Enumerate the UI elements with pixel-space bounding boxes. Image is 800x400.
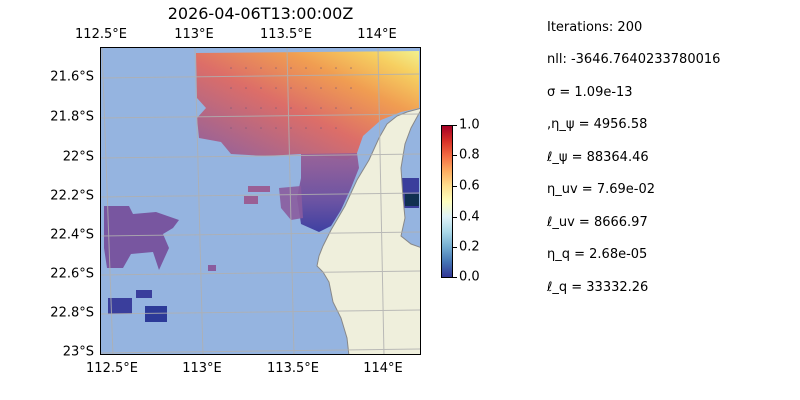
left-tick-label: 22°S — [62, 149, 94, 165]
left-tick-label: 23°S — [62, 344, 94, 360]
top-tick-label: 113°E — [174, 27, 214, 42]
stat-eta-q: η_q = 2.68e-05 — [547, 247, 648, 262]
left-tick-label: 22.4°S — [50, 227, 94, 243]
top-tick-label: 112.5°E — [75, 27, 127, 42]
left-tick-label: 21.8°S — [50, 109, 94, 125]
stat-ell-uv: ℓ_uv = 8666.97 — [547, 215, 648, 230]
colorbar-label: 0.4 — [459, 209, 480, 225]
stat-iterations: Iterations: 200 — [547, 20, 643, 35]
stat-eta-uv: η_uv = 7.69e-02 — [547, 182, 656, 197]
field-patch-east — [405, 194, 419, 206]
bottom-tick-label: 113.5°E — [267, 361, 319, 376]
stat-sigma: σ = 1.09e-13 — [547, 85, 633, 100]
stat-eta-psi: ,η_ψ = 4956.58 — [547, 117, 648, 132]
map-canvas — [101, 48, 420, 354]
field-patch-north — [196, 51, 419, 160]
colorbar-tick — [453, 247, 457, 248]
map-title: 2026-04-06T13:00:00Z — [167, 4, 354, 23]
field-patch-west — [104, 206, 179, 270]
field-patch-coast — [297, 153, 359, 232]
colorbar-label: 0.8 — [459, 147, 480, 163]
field-patch-small — [208, 265, 216, 271]
bottom-tick-label: 113°E — [182, 361, 222, 376]
land — [316, 108, 420, 354]
top-tick-label: 114°E — [357, 27, 397, 42]
bottom-tick-label: 114°E — [363, 361, 403, 376]
colorbar-label: 1.0 — [459, 117, 480, 133]
top-tick-label: 113.5°E — [260, 27, 312, 42]
stat-nll: nll: -3646.7640233780016 — [547, 52, 721, 67]
bottom-tick-label: 112.5°E — [86, 361, 138, 376]
map-panel — [100, 47, 421, 355]
field-patch-south — [136, 290, 152, 298]
vector-field — [230, 67, 352, 129]
map-grid — [101, 48, 420, 354]
colorbar-label: 0.6 — [459, 178, 480, 194]
colorbar-tick — [453, 125, 457, 126]
stat-ell-q: ℓ_q = 33332.26 — [547, 280, 649, 295]
colorbar-tick — [453, 186, 457, 187]
colorbar-label: 0.2 — [459, 239, 480, 255]
field-patch-small — [244, 196, 258, 204]
left-tick-label: 22.2°S — [50, 188, 94, 204]
field-patch-south — [108, 298, 132, 314]
colorbar-label: 0.0 — [459, 269, 480, 285]
left-tick-label: 22.8°S — [50, 305, 94, 321]
colorbar-tick — [453, 155, 457, 156]
left-tick-label: 22.6°S — [50, 266, 94, 282]
field-patch-small — [248, 186, 270, 192]
stat-ell-psi: ℓ_ψ = 88364.46 — [547, 150, 649, 165]
colorbar — [441, 125, 453, 278]
field-patch-south — [145, 306, 167, 322]
left-tick-label: 21.6°S — [50, 69, 94, 85]
colorbar-tick — [453, 277, 457, 278]
colorbar-tick — [453, 217, 457, 218]
